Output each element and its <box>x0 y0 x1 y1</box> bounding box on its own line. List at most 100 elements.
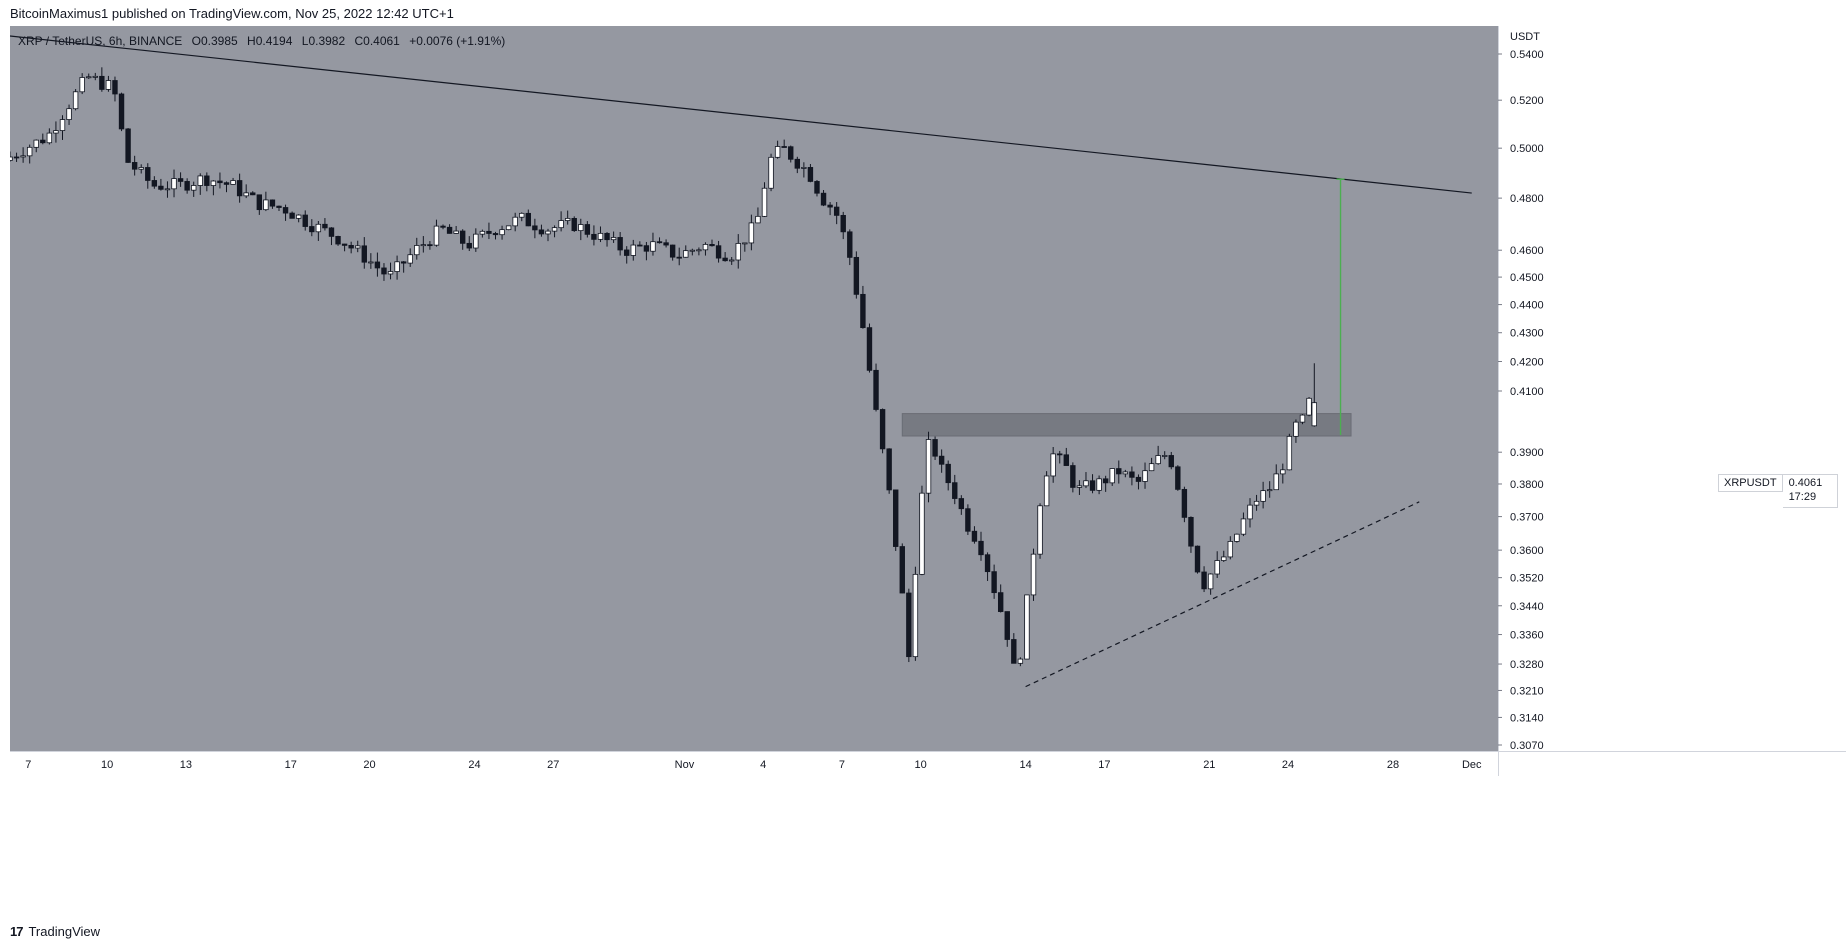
candle-up <box>1299 414 1306 423</box>
tradingview-logo-icon: 17 <box>10 923 24 939</box>
price-tick-label: 0.3800 <box>1510 479 1544 491</box>
candle-down <box>820 192 827 206</box>
candle-up <box>545 230 551 235</box>
footer-brand[interactable]: 17 TradingView <box>10 920 100 942</box>
candle-up <box>1306 397 1312 416</box>
time-tick-label: 24 <box>468 759 480 771</box>
candle-down <box>656 241 663 244</box>
candle-down <box>938 455 945 465</box>
candle-down <box>538 229 545 235</box>
candle-up <box>79 77 85 93</box>
candle-down <box>400 261 407 264</box>
candle-down <box>617 237 623 251</box>
candle-down <box>781 146 787 148</box>
candle-up <box>86 76 92 79</box>
candle-up <box>748 222 755 244</box>
candle-down <box>1057 453 1063 456</box>
candle-up <box>197 175 203 186</box>
candle-up <box>26 146 33 157</box>
published-header: BitcoinMaximus1 published on TradingView… <box>10 6 454 21</box>
candle-up <box>1253 500 1260 506</box>
candle-down <box>814 181 820 194</box>
candle-down <box>492 233 499 236</box>
candle-up <box>1017 658 1024 664</box>
candle-down <box>663 242 669 246</box>
candle-down <box>584 224 591 235</box>
plot-background <box>10 26 1498 751</box>
candle-down <box>361 245 367 263</box>
candle-up <box>683 250 689 258</box>
candle-down <box>958 498 965 510</box>
candle-up <box>20 155 26 158</box>
time-tick-label: Dec <box>1462 759 1482 771</box>
time-tick-label: 17 <box>1098 759 1110 771</box>
candle-down <box>624 249 630 256</box>
candle-up <box>801 167 807 169</box>
candle-up <box>1076 485 1083 488</box>
candle-down <box>223 182 230 185</box>
candle-up <box>735 243 741 261</box>
candle-down <box>381 267 387 275</box>
time-tick-label: 13 <box>180 759 192 771</box>
time-tick-label: 10 <box>915 759 927 771</box>
candle-down <box>99 75 105 90</box>
candle-up <box>453 230 459 234</box>
candle-down <box>289 212 295 219</box>
candle-up <box>519 212 525 218</box>
price-tick-label: 0.4500 <box>1510 272 1544 284</box>
candle-up <box>164 188 171 191</box>
price-tag-value: 0.4061 17:29 <box>1782 474 1838 508</box>
time-tick-label: 4 <box>760 759 766 771</box>
candle-down <box>879 409 886 450</box>
time-tick-label: 21 <box>1203 759 1215 771</box>
price-chart[interactable]: USDT 0.5400 0.5200 0.5000 0.4800 0.4600 0.4500… <box>10 26 1846 906</box>
time-tick-label: Nov <box>675 759 695 771</box>
candle-down <box>1194 545 1201 573</box>
candle-up <box>414 245 420 256</box>
time-tick-label: 28 <box>1387 759 1399 771</box>
candle-up <box>696 249 702 252</box>
candle-up <box>10 156 13 161</box>
candle-up <box>1221 556 1227 561</box>
candle-down <box>309 226 315 233</box>
candle-up <box>210 180 217 186</box>
candle-up <box>394 261 400 272</box>
candle-down <box>1063 454 1069 466</box>
candle-down <box>427 244 433 247</box>
price-tick-label: 0.3140 <box>1510 712 1544 724</box>
candle-up <box>1227 541 1234 558</box>
candle-down <box>13 156 20 159</box>
candle-up <box>558 220 564 229</box>
chart-frame[interactable]: USDT 0.5400 0.5200 0.5000 0.4800 0.4600 0.4500… <box>10 26 1846 906</box>
price-tick-label: 0.4600 <box>1510 245 1544 257</box>
candle-down <box>374 261 381 269</box>
candle-down <box>676 256 682 259</box>
candle-up <box>1207 573 1214 590</box>
candle-down <box>1188 516 1194 547</box>
candle-up <box>105 80 112 90</box>
candle-up <box>433 225 440 246</box>
candle-down <box>722 257 728 262</box>
candle-down <box>860 293 866 329</box>
candle-down <box>217 180 223 184</box>
candle-down <box>1135 476 1142 482</box>
price-tag-symbol: XRPUSDT <box>1718 474 1783 492</box>
candle-down <box>932 439 938 457</box>
price-tick-label: 0.4200 <box>1510 357 1544 369</box>
candle-up <box>755 215 761 224</box>
candle-up <box>512 216 518 227</box>
price-axis-unit: USDT <box>1510 31 1540 43</box>
candle-down <box>256 194 263 211</box>
candle-down <box>991 571 997 594</box>
candle-down <box>906 592 912 658</box>
candle-down <box>1011 639 1017 664</box>
candle-down <box>853 256 860 295</box>
candle-down <box>204 175 210 186</box>
candle-down <box>827 204 833 208</box>
candle-down <box>1168 455 1174 468</box>
time-tick-label: 27 <box>547 759 559 771</box>
legend-open-value: 0.3985 <box>200 34 238 48</box>
candle-down <box>302 214 308 227</box>
descending-resistance-line <box>10 35 1472 194</box>
candle-down <box>604 232 610 241</box>
